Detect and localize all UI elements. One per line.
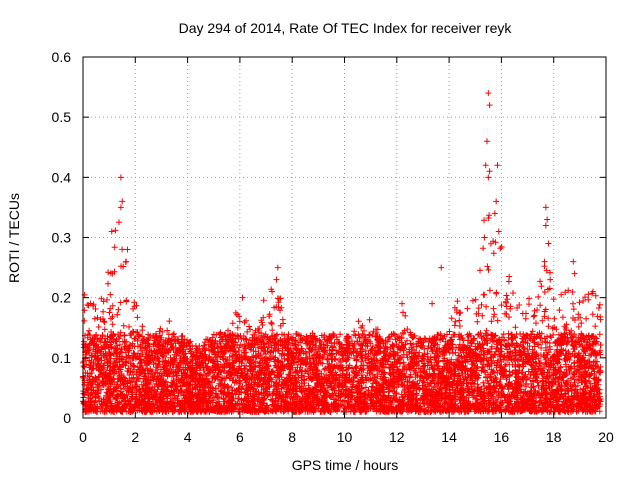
y-axis-label: ROTI / TECUs (6, 193, 22, 283)
peak-point (273, 276, 280, 283)
scatter-points (80, 168, 604, 415)
x-axis-label: GPS time / hours (292, 457, 399, 473)
peak-point (482, 162, 489, 169)
peak-point (545, 240, 552, 247)
peak-point (119, 198, 126, 205)
y-tick-label: 0.5 (52, 109, 72, 125)
peak-point (429, 300, 436, 307)
peak-point (493, 198, 500, 205)
y-tick-label: 0.3 (52, 230, 72, 246)
x-tick-label: 6 (236, 429, 244, 445)
axis-ticks (82, 56, 607, 419)
peak-point (481, 234, 488, 241)
x-tick-label: 16 (494, 429, 510, 445)
peak-point (484, 138, 491, 145)
peak-point (274, 264, 281, 271)
peak-point (542, 204, 549, 211)
peak-point (124, 246, 131, 253)
peak-point (494, 162, 501, 169)
peak-point (399, 300, 406, 307)
peak-point (485, 174, 492, 181)
x-tick-label: 4 (184, 429, 192, 445)
y-tick-label: 0.2 (52, 290, 72, 306)
x-tick-labels: 0 2 4 6 8 10 12 14 16 18 20 (79, 429, 614, 445)
peak-point (117, 174, 124, 181)
x-tick-label: 20 (598, 429, 614, 445)
peak-point (117, 204, 124, 211)
y-tick-label: 0 (63, 410, 71, 426)
y-tick-label: 0.6 (52, 49, 72, 65)
x-tick-label: 2 (131, 429, 139, 445)
peak-point (239, 294, 246, 301)
x-tick-label: 12 (389, 429, 405, 445)
peak-point (123, 258, 130, 265)
x-tick-label: 10 (337, 429, 353, 445)
y-tick-label: 0.1 (52, 350, 72, 366)
chart-title: Day 294 of 2014, Rate Of TEC Index for r… (179, 20, 513, 36)
peak-point (571, 270, 578, 277)
data-points (80, 90, 604, 415)
y-tick-labels: 0 0.1 0.2 0.3 0.4 0.5 0.6 (52, 49, 72, 426)
peak-point (541, 258, 548, 265)
x-tick-label: 0 (79, 429, 87, 445)
peak-point (544, 216, 551, 223)
peak-point (108, 228, 115, 235)
grid-lines (83, 57, 606, 418)
peak-point (485, 90, 492, 97)
peak-point (589, 288, 596, 295)
peak-point (495, 228, 502, 235)
x-tick-label: 18 (546, 429, 562, 445)
x-tick-label: 8 (288, 429, 296, 445)
peak-point (542, 222, 549, 229)
peak-point (491, 210, 498, 217)
peak-point (570, 258, 577, 265)
peak-point (486, 102, 493, 109)
y-tick-label: 0.4 (52, 169, 72, 185)
peak-point (438, 264, 445, 271)
x-tick-label: 14 (441, 429, 457, 445)
